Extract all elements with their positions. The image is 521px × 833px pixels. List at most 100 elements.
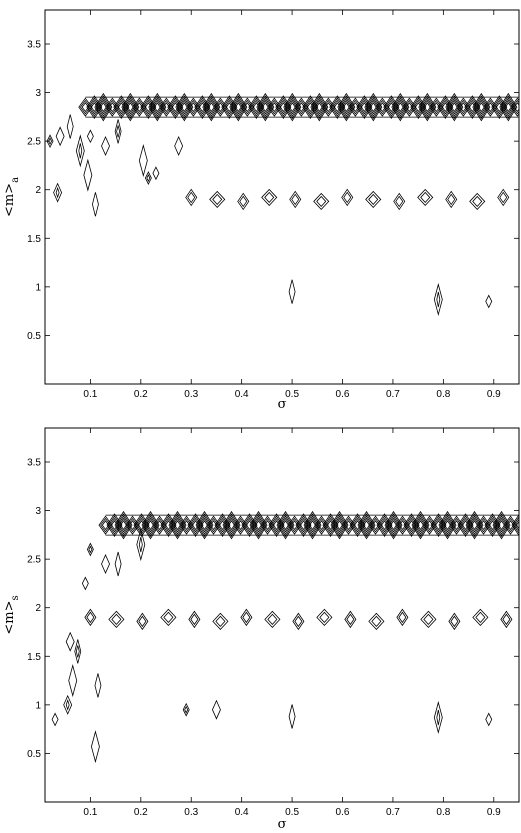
- contour-line: [513, 102, 519, 113]
- contour-line: [343, 191, 352, 204]
- contour-line: [430, 513, 447, 538]
- contour-line: [288, 704, 296, 729]
- contour-line: [304, 513, 321, 538]
- contour-line: [229, 92, 248, 122]
- contour-line: [74, 639, 82, 664]
- bottom-contour-panel: 0.1 0.2 0.3 0.4 0.5 0.6 0.7 0.8 0.9 0.5 1 1.5 2 2.5 3 3…: [2, 427, 520, 832]
- contour-line: [159, 97, 174, 117]
- contour-line: [316, 608, 333, 626]
- contour-line: [160, 513, 177, 538]
- contour-line: [212, 193, 223, 206]
- contour-line: [512, 99, 519, 115]
- x-tick-label: 0.1: [83, 807, 97, 818]
- contour-line: [260, 515, 275, 535]
- contour-line: [464, 95, 481, 120]
- contour-line: [289, 190, 302, 209]
- y-tick-label: 2.5: [27, 137, 41, 148]
- contour-line: [63, 694, 73, 715]
- contour-line: [291, 193, 300, 206]
- contour-line: [149, 95, 165, 120]
- contour-line: [358, 513, 375, 538]
- x-tick-label: 0.6: [336, 807, 350, 818]
- contour-line: [288, 279, 296, 304]
- contour-line: [449, 515, 464, 535]
- contour-line: [500, 610, 513, 629]
- contour-line: [514, 518, 519, 532]
- contour-line: [101, 554, 110, 574]
- contour-line: [476, 515, 491, 535]
- contour-line: [337, 92, 356, 122]
- y-tick-label: 3.5: [27, 458, 41, 469]
- y-tick-label: 3: [35, 506, 41, 517]
- contour-line: [484, 513, 501, 538]
- contour-line: [240, 608, 253, 627]
- contour-line: [295, 513, 312, 538]
- contour-line: [392, 95, 408, 120]
- contour-line: [341, 188, 354, 207]
- contour-line: [497, 188, 510, 207]
- contour-line: [472, 195, 483, 208]
- contour-line: [344, 610, 357, 629]
- contour-line: [411, 510, 430, 540]
- contour-line: [383, 95, 400, 120]
- contour-line: [98, 515, 113, 535]
- contour-line: [55, 186, 60, 199]
- y-tick-label: 0.5: [27, 749, 41, 760]
- x-tick-label: 0.1: [83, 389, 97, 400]
- x-tick-label: 0.5: [285, 807, 299, 818]
- contour-line: [268, 513, 285, 538]
- contour-line: [86, 95, 103, 120]
- contour-line: [144, 171, 152, 185]
- contour-line: [83, 158, 93, 192]
- contour-line: [256, 92, 275, 122]
- contour-line: [469, 192, 486, 211]
- contour-line: [267, 97, 282, 117]
- contour-line: [396, 608, 409, 627]
- contour-line: [221, 95, 238, 120]
- contour-line: [257, 95, 273, 120]
- contour-line: [311, 95, 327, 120]
- contour-line: [138, 536, 143, 553]
- contour-line: [403, 513, 420, 538]
- contour-line: [346, 613, 355, 626]
- contour-line: [516, 520, 519, 530]
- contour-line: [433, 700, 443, 735]
- contour-line: [212, 699, 221, 720]
- x-tick-label: 0.9: [487, 807, 501, 818]
- contour-line: [294, 97, 309, 117]
- contour-line: [364, 92, 383, 122]
- y-tick-label: 2: [35, 185, 41, 196]
- contour-line: [341, 515, 356, 535]
- contour-line: [500, 95, 516, 120]
- contour-line: [92, 192, 99, 217]
- contour-line: [84, 608, 97, 627]
- contour-line: [152, 515, 167, 535]
- contour-line: [136, 528, 146, 562]
- contour-line: [492, 510, 511, 540]
- contour-line: [214, 513, 231, 538]
- contour-line: [356, 95, 373, 120]
- contour-line: [483, 97, 498, 117]
- contour-area: [51, 510, 519, 764]
- contour-line: [491, 95, 508, 120]
- contour-line: [75, 134, 85, 168]
- x-tick-label: 0.2: [134, 807, 148, 818]
- contour-line: [121, 92, 140, 122]
- contour-line: [472, 608, 489, 626]
- contour-line: [348, 97, 363, 117]
- contour-line: [437, 95, 454, 120]
- contour-line: [283, 92, 302, 122]
- contour-line: [330, 510, 349, 540]
- contour-line: [133, 513, 150, 538]
- contour-line: [292, 612, 305, 631]
- contour-line: [485, 294, 493, 309]
- contour-line: [511, 513, 519, 537]
- contour-line: [410, 95, 427, 120]
- x-tick-label: 0.6: [336, 389, 350, 400]
- contour-line: [264, 191, 275, 204]
- contour-line: [94, 673, 102, 698]
- contour-line: [241, 513, 258, 538]
- y-tick-label: 1.5: [27, 652, 41, 663]
- contour-line: [212, 612, 229, 630]
- contour-line: [472, 92, 491, 122]
